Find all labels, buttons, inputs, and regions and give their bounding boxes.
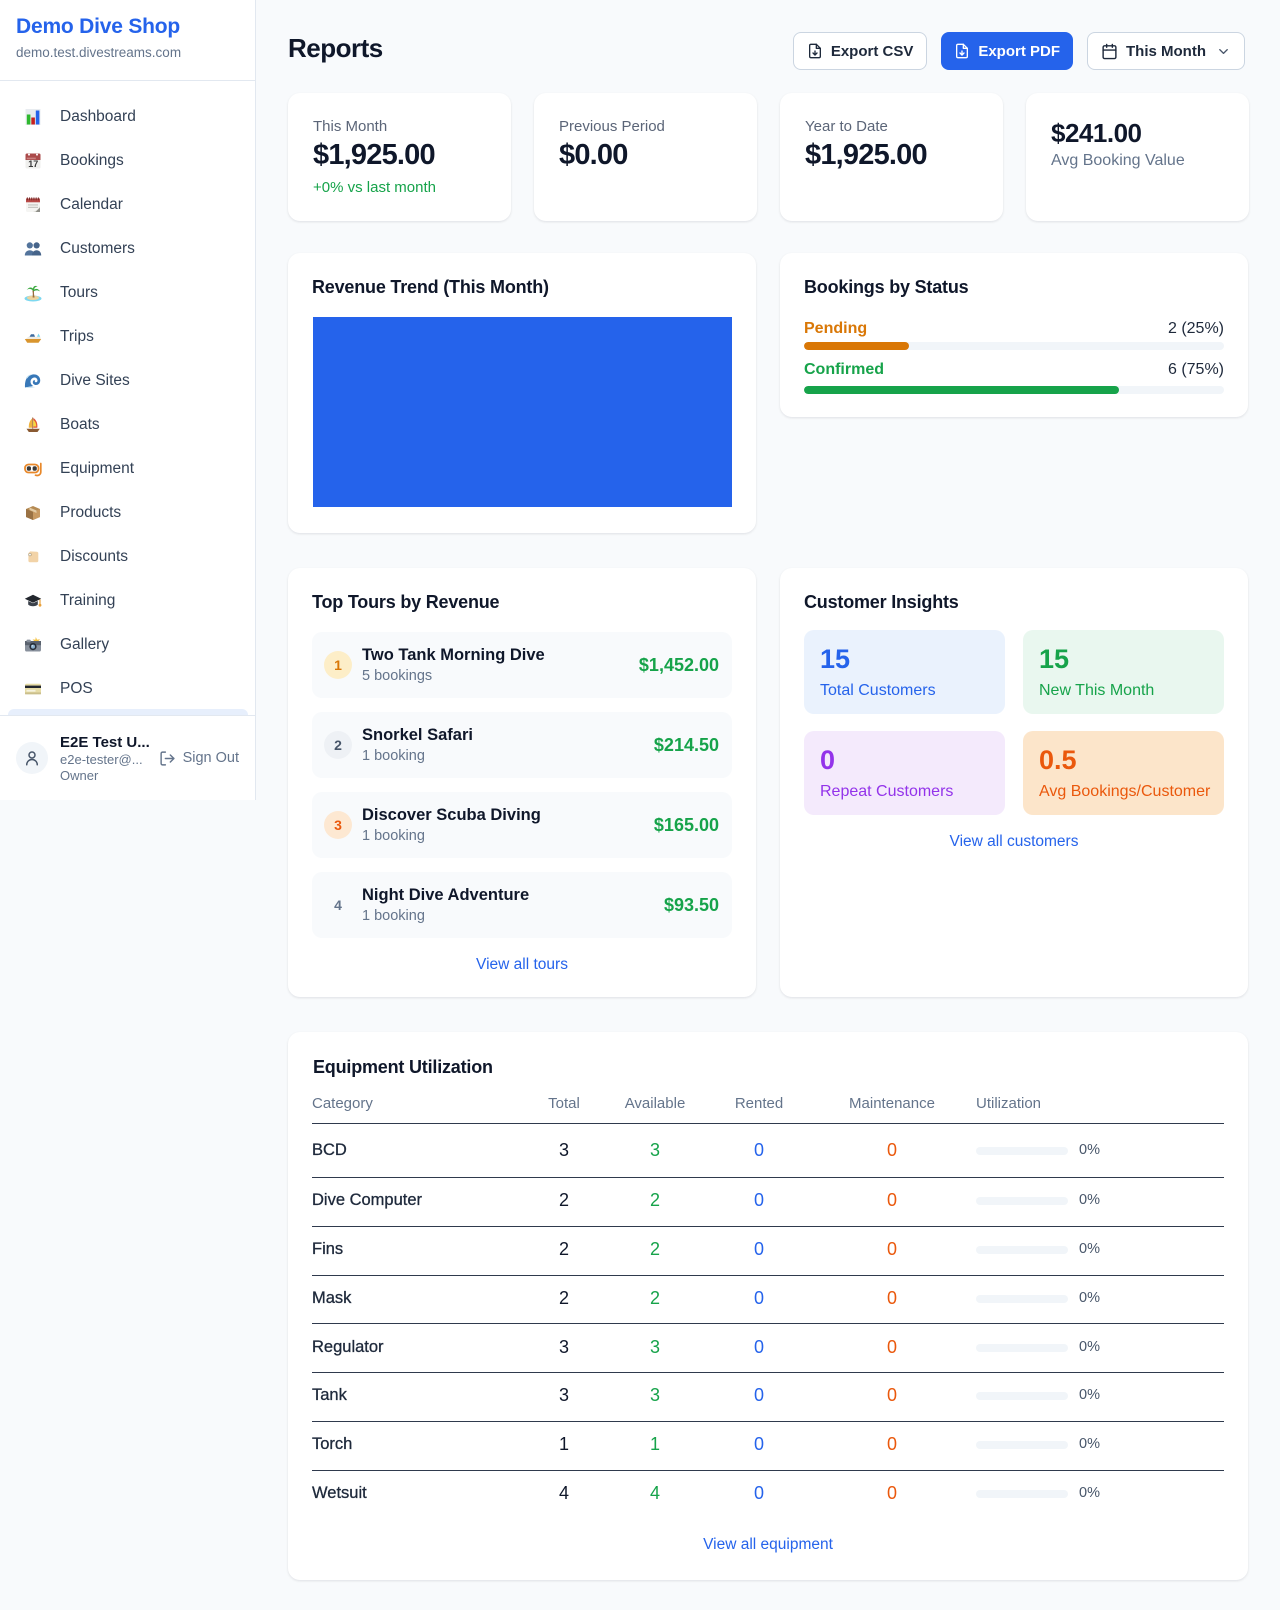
svg-text:17: 17 [28,159,38,169]
